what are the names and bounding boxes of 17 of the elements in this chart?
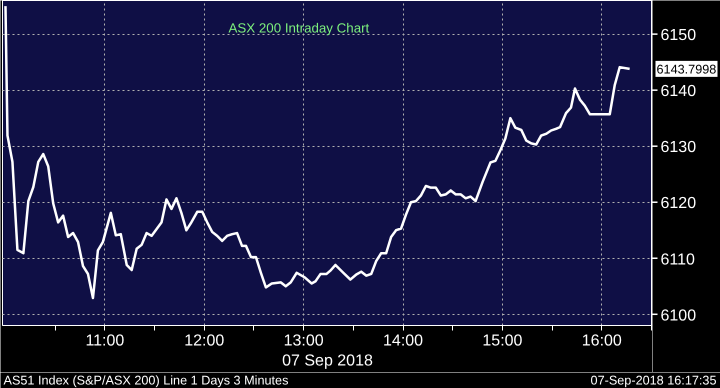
x-tick-label: 14:00 bbox=[383, 332, 424, 350]
x-tick-label: 13:00 bbox=[284, 332, 324, 350]
text: AS51 Index (S&P/ASX 200) Line 1 Days 3 Minutes bbox=[4, 374, 288, 388]
text: 07-Sep-2018 16:17:35 bbox=[590, 374, 717, 388]
x-axis-title: 07 Sep 2018 bbox=[282, 352, 373, 370]
y-tick-label: 6100 bbox=[660, 307, 696, 324]
y-tick-label: 6140 bbox=[660, 83, 696, 100]
x-tick-label: 16:00 bbox=[582, 332, 622, 350]
text: 6143.7998 bbox=[656, 62, 716, 76]
y-tick-label: 6120 bbox=[660, 195, 696, 212]
x-tick-label: 12:00 bbox=[184, 332, 224, 350]
text: ASX 200 Intraday Chart bbox=[228, 20, 370, 36]
y-tick-label: 6130 bbox=[660, 139, 696, 156]
y-tick-label: 6150 bbox=[660, 27, 696, 44]
x-tick-label: 15:00 bbox=[482, 332, 523, 350]
y-tick-label: 6110 bbox=[660, 251, 696, 268]
x-tick-label: 11:00 bbox=[85, 332, 124, 350]
